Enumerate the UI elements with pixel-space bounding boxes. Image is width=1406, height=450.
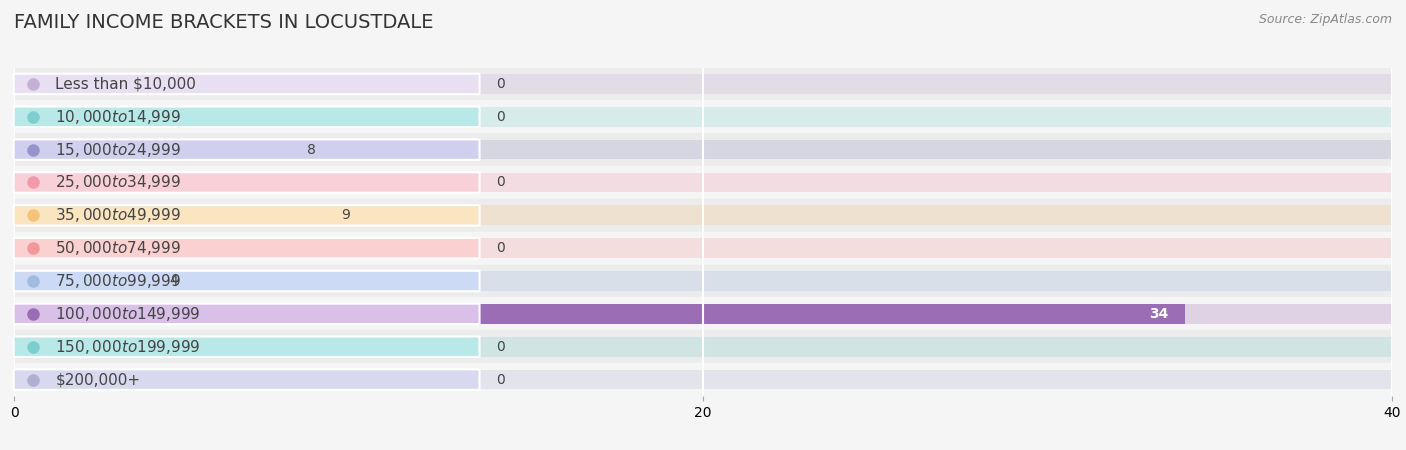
Text: $35,000 to $49,999: $35,000 to $49,999 bbox=[55, 206, 181, 224]
Text: $200,000+: $200,000+ bbox=[55, 372, 141, 387]
Bar bbox=[14, 271, 152, 291]
Text: Source: ZipAtlas.com: Source: ZipAtlas.com bbox=[1258, 14, 1392, 27]
Bar bbox=[14, 330, 1392, 363]
FancyBboxPatch shape bbox=[14, 205, 479, 225]
Bar bbox=[14, 206, 325, 225]
Bar bbox=[14, 100, 1392, 133]
Text: $75,000 to $99,999: $75,000 to $99,999 bbox=[55, 272, 181, 290]
Text: 0: 0 bbox=[496, 77, 505, 91]
Bar bbox=[14, 297, 1392, 330]
Text: 0: 0 bbox=[496, 340, 505, 354]
Text: FAMILY INCOME BRACKETS IN LOCUSTDALE: FAMILY INCOME BRACKETS IN LOCUSTDALE bbox=[14, 14, 433, 32]
Bar bbox=[14, 166, 1392, 199]
Bar bbox=[14, 238, 1392, 258]
Bar bbox=[14, 304, 1392, 324]
Text: $15,000 to $24,999: $15,000 to $24,999 bbox=[55, 140, 181, 159]
Text: 4: 4 bbox=[169, 274, 177, 288]
FancyBboxPatch shape bbox=[14, 107, 479, 127]
FancyBboxPatch shape bbox=[14, 140, 479, 160]
Text: $10,000 to $14,999: $10,000 to $14,999 bbox=[55, 108, 181, 126]
Text: 34: 34 bbox=[1149, 307, 1168, 321]
FancyBboxPatch shape bbox=[14, 271, 479, 291]
FancyBboxPatch shape bbox=[14, 369, 479, 390]
FancyBboxPatch shape bbox=[14, 304, 479, 324]
Bar bbox=[14, 304, 1185, 324]
Bar bbox=[14, 107, 1392, 126]
Text: 0: 0 bbox=[496, 110, 505, 124]
Bar bbox=[14, 232, 1392, 265]
Text: Less than $10,000: Less than $10,000 bbox=[55, 76, 197, 91]
FancyBboxPatch shape bbox=[14, 337, 479, 357]
Text: 9: 9 bbox=[342, 208, 350, 222]
Text: 0: 0 bbox=[496, 373, 505, 387]
Bar bbox=[14, 265, 1392, 297]
Bar bbox=[14, 206, 1392, 225]
FancyBboxPatch shape bbox=[14, 74, 479, 94]
FancyBboxPatch shape bbox=[14, 238, 479, 258]
Text: $50,000 to $74,999: $50,000 to $74,999 bbox=[55, 239, 181, 257]
Text: $100,000 to $149,999: $100,000 to $149,999 bbox=[55, 305, 201, 323]
Bar bbox=[14, 74, 1392, 94]
Bar bbox=[14, 199, 1392, 232]
Text: 0: 0 bbox=[496, 176, 505, 189]
Bar bbox=[14, 173, 1392, 192]
Text: $25,000 to $34,999: $25,000 to $34,999 bbox=[55, 173, 181, 191]
FancyBboxPatch shape bbox=[14, 172, 479, 193]
Bar bbox=[14, 68, 1392, 100]
Bar bbox=[14, 140, 1392, 159]
Bar bbox=[14, 363, 1392, 396]
Bar bbox=[14, 133, 1392, 166]
Bar bbox=[14, 337, 1392, 356]
Bar bbox=[14, 370, 1392, 389]
Text: 8: 8 bbox=[307, 143, 316, 157]
Bar bbox=[14, 140, 290, 159]
Text: 0: 0 bbox=[496, 241, 505, 255]
Text: $150,000 to $199,999: $150,000 to $199,999 bbox=[55, 338, 201, 356]
Bar bbox=[14, 271, 1392, 291]
